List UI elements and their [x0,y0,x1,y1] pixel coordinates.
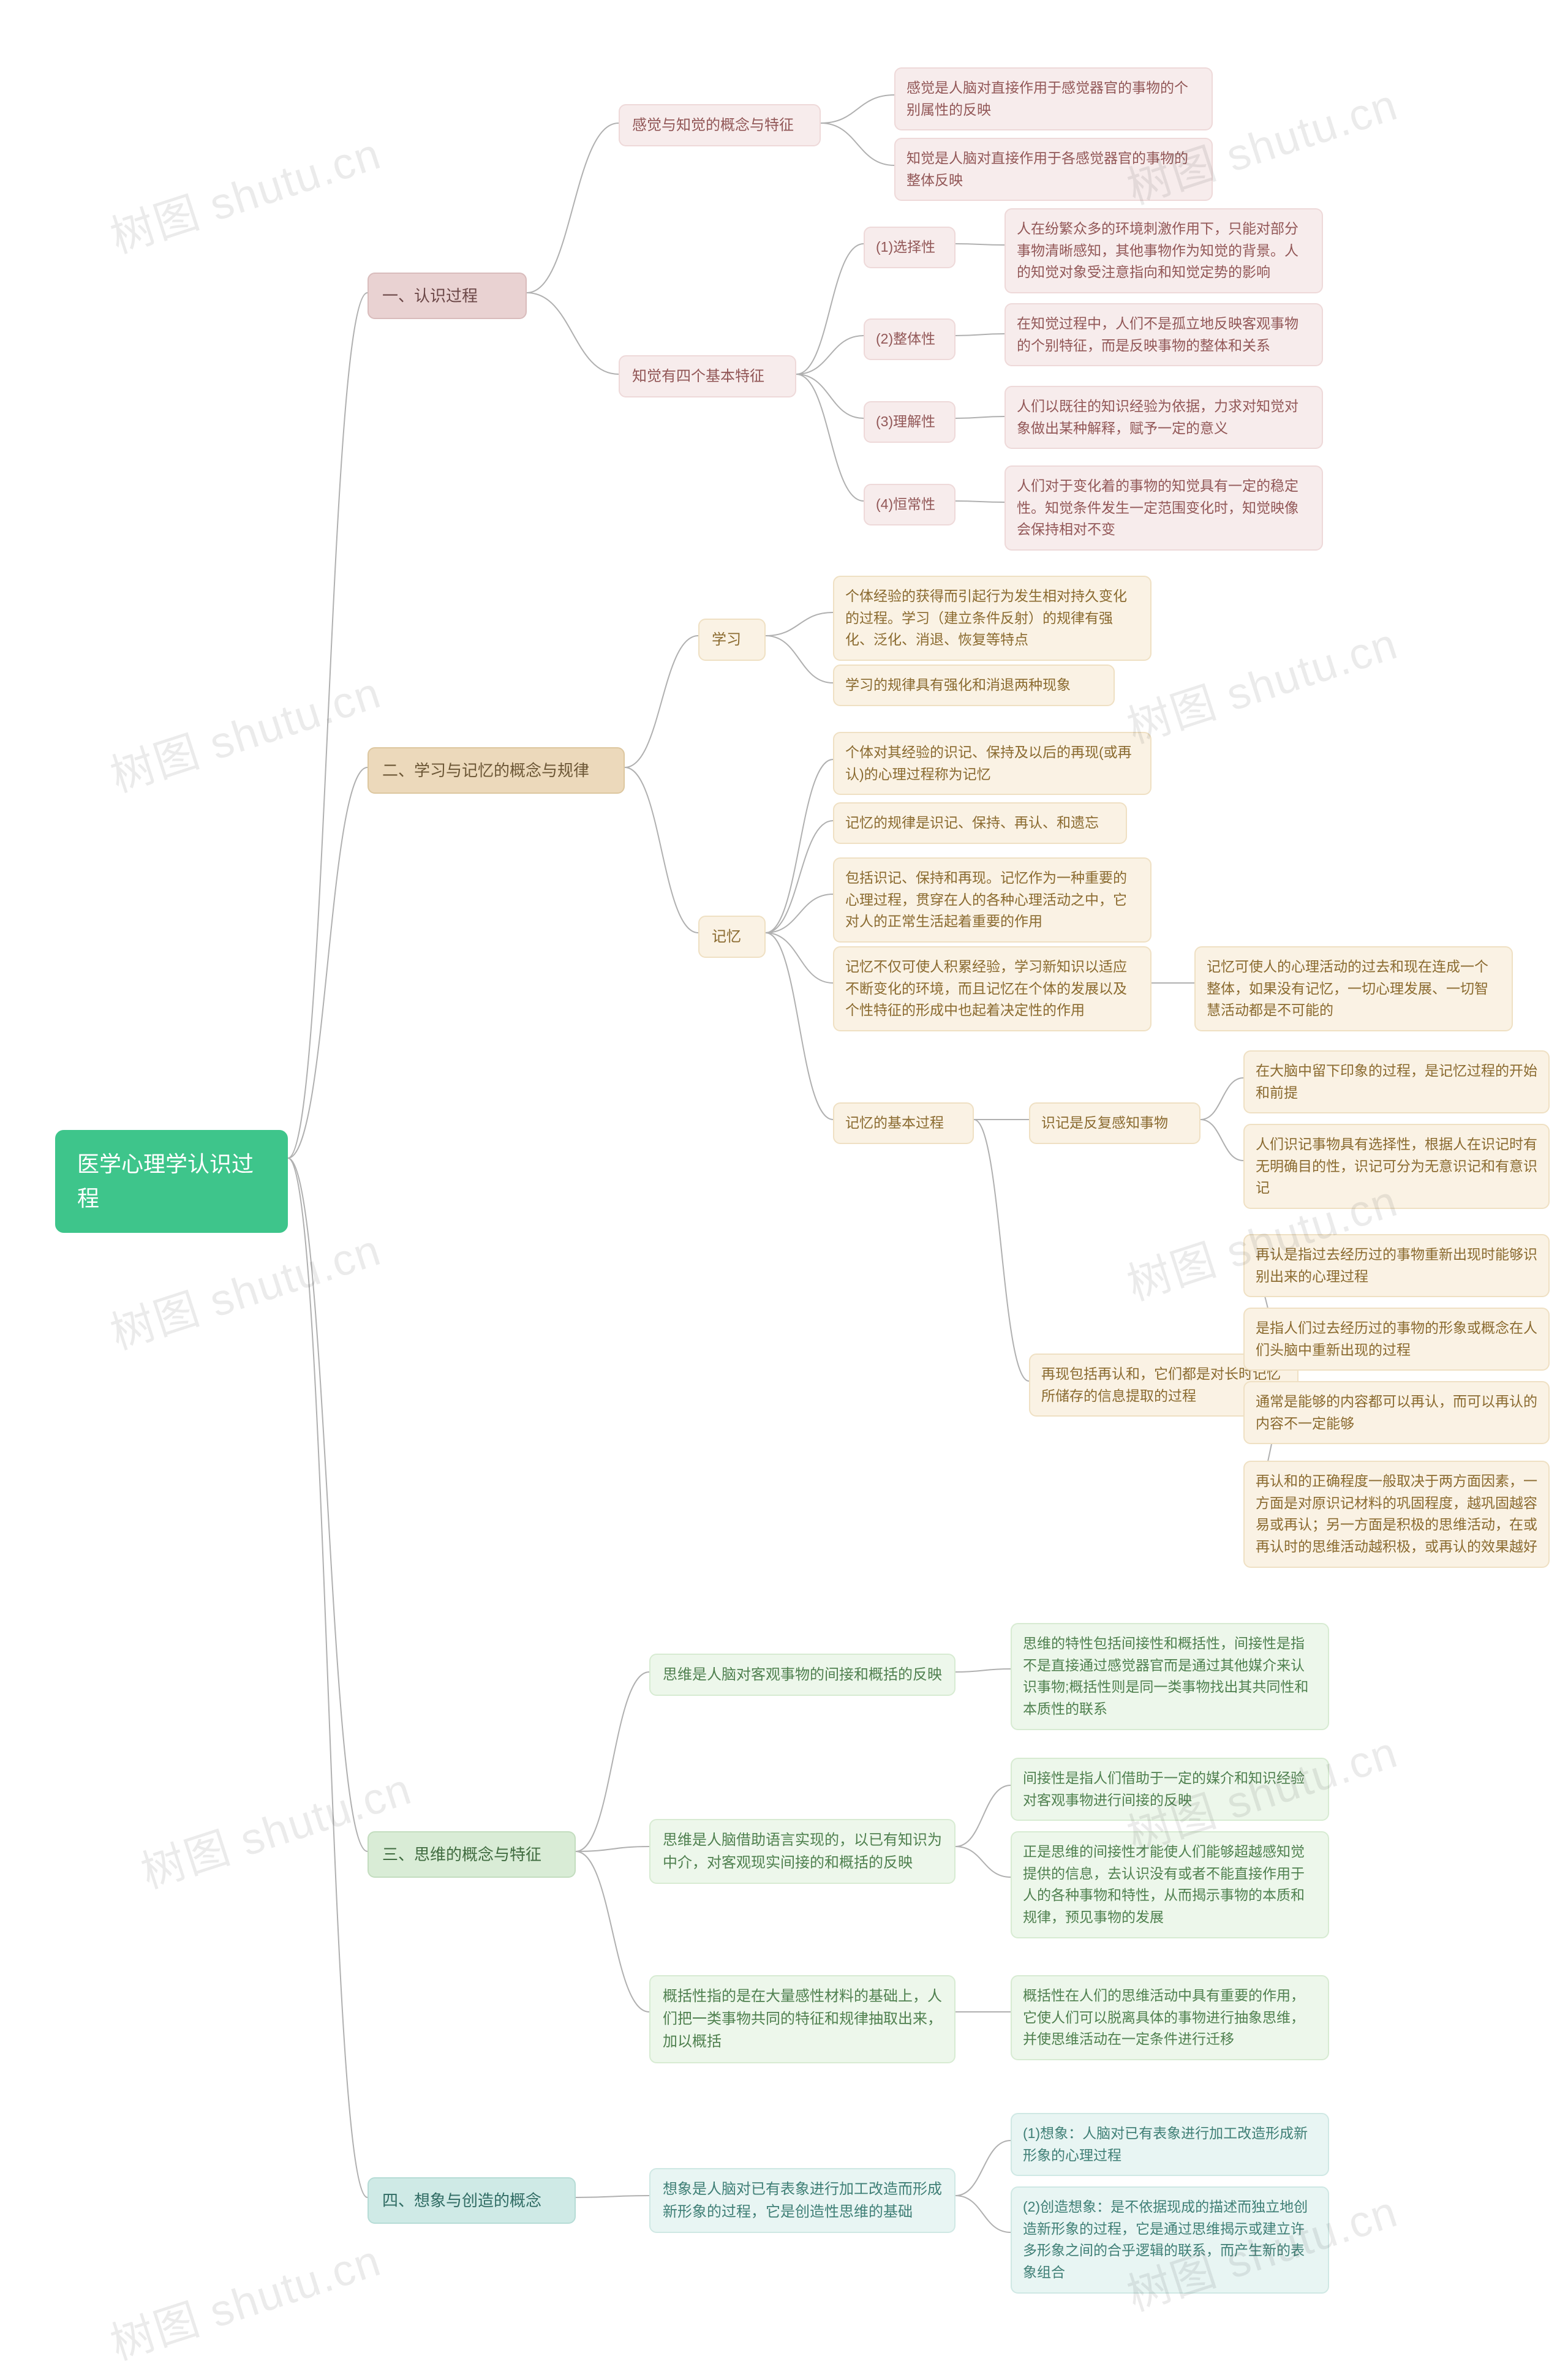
node-b2[interactable]: 二、学习与记忆的概念与规律 [368,747,625,794]
node-label: (2)创造想象：是不依据现成的描述而独立地创造新形象的过程，它是通过思维揭示或建… [1023,2196,1317,2284]
node-b3b2[interactable]: 正是思维的间接性才能使人们能够超越感知觉提供的信息，去认识没有或者不能直接作用于… [1011,1831,1329,1938]
node-b2b5b4[interactable]: 再认和的正确程度一般取决于两方面因素，一方面是对原识记材料的巩固程度，越巩固越容… [1243,1461,1550,1568]
node-b1[interactable]: 一、认识过程 [368,273,527,319]
node-b3b1[interactable]: 间接性是指人们借助于一定的媒介和知识经验对客观事物进行间接的反映 [1011,1758,1329,1821]
node-root[interactable]: 医学心理学认识过程 [55,1130,288,1233]
node-label: 感觉与知觉的概念与特征 [632,114,794,137]
watermark: 树图 shutu.cn [101,1214,388,1361]
watermark: 树图 shutu.cn [101,657,388,804]
node-label: 概括性指的是在大量感性材料的基础上，人们把一类事物共同的特征和规律抽取出来，加以… [663,1985,942,2054]
node-label: (1)选择性 [876,236,935,258]
node-label: 通常是能够的内容都可以再认，而可以再认的内容不一定能够 [1256,1391,1537,1434]
node-label: 二、学习与记忆的概念与规律 [382,758,589,783]
node-label: 知觉是人脑对直接作用于各感觉器官的事物的整体反映 [907,148,1200,191]
node-label: 一、认识过程 [382,284,478,308]
node-b2b5[interactable]: 记忆的基本过程 [833,1102,974,1144]
node-label: 记忆的规律是识记、保持、再认、和遗忘 [845,812,1099,834]
watermark: 树图 shutu.cn [1118,608,1404,755]
node-b1a[interactable]: 感觉与知觉的概念与特征 [619,104,821,146]
node-b3[interactable]: 三、思维的概念与特征 [368,1831,576,1878]
node-b1b2x[interactable]: 在知觉过程中，人们不是孤立地反映客观事物的个别特征，而是反映事物的整体和关系 [1005,303,1323,366]
node-b2a2[interactable]: 学习的规律具有强化和消退两种现象 [833,665,1115,706]
node-b1a2[interactable]: 知觉是人脑对直接作用于各感觉器官的事物的整体反映 [894,138,1213,201]
node-b2b5a2[interactable]: 人们识记事物具有选择性，根据人在识记时有无明确目的性，识记可分为无意识记和有意识… [1243,1124,1550,1209]
node-label: (2)整体性 [876,328,935,350]
node-b4a[interactable]: 想象是人脑对已有表象进行加工改造而形成新形象的过程，它是创造性思维的基础 [649,2168,956,2233]
node-b2a[interactable]: 学习 [698,619,766,661]
node-label: 记忆的基本过程 [845,1112,944,1134]
node-label: 人们对于变化着的事物的知觉具有一定的稳定性。知觉条件发生一定范围变化时，知觉映像… [1017,475,1311,541]
node-b2b2[interactable]: 记忆的规律是识记、保持、再认、和遗忘 [833,802,1127,844]
node-b3b[interactable]: 思维是人脑借助语言实现的，以已有知识为中介，对客观现实间接的和概括的反映 [649,1819,956,1884]
node-label: 人们识记事物具有选择性，根据人在识记时有无明确目的性，识记可分为无意识记和有意识… [1256,1134,1537,1199]
node-b4[interactable]: 四、想象与创造的概念 [368,2177,576,2224]
node-label: 思维是人脑借助语言实现的，以已有知识为中介，对客观现实间接的和概括的反映 [663,1829,942,1874]
node-label: 思维的特性包括间接性和概括性，间接性是指不是直接通过感觉器官而是通过其他媒介来认… [1023,1633,1317,1720]
node-label: 思维是人脑对客观事物的间接和概括的反映 [663,1663,942,1686]
node-label: 三、思维的概念与特征 [382,1842,541,1867]
node-label: 记忆可使人的心理活动的过去和现在连成一个整体，如果没有记忆，一切心理发展、一切智… [1207,956,1501,1022]
watermark: 树图 shutu.cn [101,118,388,265]
node-b3c[interactable]: 概括性指的是在大量感性材料的基础上，人们把一类事物共同的特征和规律抽取出来，加以… [649,1975,956,2063]
node-label: 正是思维的间接性才能使人们能够超越感知觉提供的信息，去认识没有或者不能直接作用于… [1023,1841,1317,1929]
node-b2b5a1[interactable]: 在大脑中留下印象的过程，是记忆过程的开始和前提 [1243,1050,1550,1113]
node-label: 在知觉过程中，人们不是孤立地反映客观事物的个别特征，而是反映事物的整体和关系 [1017,313,1311,356]
node-label: (1)想象：人脑对已有表象进行加工改造形成新形象的心理过程 [1023,2123,1317,2166]
node-b2b5b1[interactable]: 再认是指过去经历过的事物重新出现时能够识别出来的心理过程 [1243,1234,1550,1297]
node-b3c1[interactable]: 概括性在人们的思维活动中具有重要的作用，它使人们可以脱离具体的事物进行抽象思维，… [1011,1975,1329,2060]
node-b2b4x[interactable]: 记忆可使人的心理活动的过去和现在连成一个整体，如果没有记忆，一切心理发展、一切智… [1194,946,1513,1031]
node-label: 包括识记、保持和再现。记忆作为一种重要的心理过程，贯穿在人的各种心理活动之中，它… [845,867,1139,933]
node-b2a1[interactable]: 个体经验的获得而引起行为发生相对持久变化的过程。学习（建立条件反射）的规律有强化… [833,576,1152,661]
node-b1b2[interactable]: (2)整体性 [864,318,956,360]
node-b2b4[interactable]: 记忆不仅可使人积累经验，学习新知识以适应不断变化的环境，而且记忆在个体的发展以及… [833,946,1152,1031]
node-b1b1[interactable]: (1)选择性 [864,227,956,268]
watermark: 树图 shutu.cn [132,1753,418,1900]
node-b3a[interactable]: 思维是人脑对客观事物的间接和概括的反映 [649,1654,956,1696]
node-b2b5b2[interactable]: 是指人们过去经历过的事物的形象或概念在人们头脑中重新出现的过程 [1243,1308,1550,1371]
node-b3a1[interactable]: 思维的特性包括间接性和概括性，间接性是指不是直接通过感觉器官而是通过其他媒介来认… [1011,1623,1329,1730]
node-label: 人们以既往的知识经验为依据，力求对知觉对象做出某种解释，赋予一定的意义 [1017,396,1311,439]
node-label: 人在纷繁众多的环境刺激作用下，只能对部分事物清晰感知，其他事物作为知觉的背景。人… [1017,218,1311,284]
node-label: 个体对其经验的识记、保持及以后的再现(或再认)的心理过程称为记忆 [845,742,1139,785]
node-label: 医学心理学认识过程 [77,1147,266,1216]
node-label: 感觉是人脑对直接作用于感觉器官的事物的个别属性的反映 [907,77,1200,121]
node-b4a1[interactable]: (1)想象：人脑对已有表象进行加工改造形成新形象的心理过程 [1011,2113,1329,2176]
node-label: 记忆不仅可使人积累经验，学习新知识以适应不断变化的环境，而且记忆在个体的发展以及… [845,956,1139,1022]
node-label: 是指人们过去经历过的事物的形象或概念在人们头脑中重新出现的过程 [1256,1317,1537,1361]
node-b1b3[interactable]: (3)理解性 [864,401,956,443]
node-b1b1x[interactable]: 人在纷繁众多的环境刺激作用下，只能对部分事物清晰感知，其他事物作为知觉的背景。人… [1005,208,1323,293]
node-b1b4x[interactable]: 人们对于变化着的事物的知觉具有一定的稳定性。知觉条件发生一定范围变化时，知觉映像… [1005,465,1323,551]
node-b2b5a[interactable]: 识记是反复感知事物 [1029,1102,1200,1144]
node-label: (4)恒常性 [876,494,935,516]
node-b1b[interactable]: 知觉有四个基本特征 [619,355,796,397]
node-b1a1[interactable]: 感觉是人脑对直接作用于感觉器官的事物的个别属性的反映 [894,67,1213,130]
node-label: 识记是反复感知事物 [1041,1112,1168,1134]
node-b2b5b3[interactable]: 通常是能够的内容都可以再认，而可以再认的内容不一定能够 [1243,1381,1550,1444]
node-label: 概括性在人们的思维活动中具有重要的作用，它使人们可以脱离具体的事物进行抽象思维，… [1023,1985,1317,2050]
node-label: 个体经验的获得而引起行为发生相对持久变化的过程。学习（建立条件反射）的规律有强化… [845,585,1139,651]
watermark: 树图 shutu.cn [101,2224,388,2372]
node-label: 记忆 [712,925,741,948]
node-label: 想象是人脑对已有表象进行加工改造而形成新形象的过程，它是创造性思维的基础 [663,2178,942,2223]
node-b4a2[interactable]: (2)创造想象：是不依据现成的描述而独立地创造新形象的过程，它是通过思维揭示或建… [1011,2186,1329,2294]
node-label: 知觉有四个基本特征 [632,365,764,388]
node-b1b3x[interactable]: 人们以既往的知识经验为依据，力求对知觉对象做出某种解释，赋予一定的意义 [1005,386,1323,449]
node-label: 在大脑中留下印象的过程，是记忆过程的开始和前提 [1256,1060,1537,1104]
node-label: 再认和的正确程度一般取决于两方面因素，一方面是对原识记材料的巩固程度，越巩固越容… [1256,1470,1537,1558]
node-label: 学习 [712,628,741,651]
node-label: 再认是指过去经历过的事物重新出现时能够识别出来的心理过程 [1256,1244,1537,1287]
node-label: (3)理解性 [876,411,935,433]
node-b2b1[interactable]: 个体对其经验的识记、保持及以后的再现(或再认)的心理过程称为记忆 [833,732,1152,795]
node-label: 四、想象与创造的概念 [382,2188,541,2213]
node-b2b[interactable]: 记忆 [698,916,766,958]
node-label: 间接性是指人们借助于一定的媒介和知识经验对客观事物进行间接的反映 [1023,1768,1317,1811]
node-label: 学习的规律具有强化和消退两种现象 [845,674,1071,696]
node-b1b4[interactable]: (4)恒常性 [864,484,956,525]
node-b2b3[interactable]: 包括识记、保持和再现。记忆作为一种重要的心理过程，贯穿在人的各种心理活动之中，它… [833,857,1152,943]
